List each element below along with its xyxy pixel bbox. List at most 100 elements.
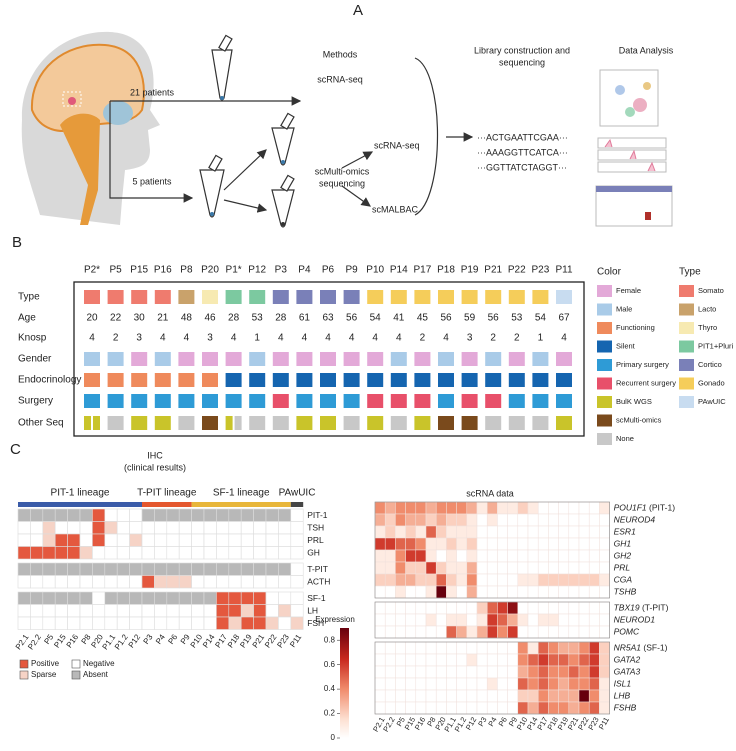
heat-cell [599,677,610,691]
heat-cell [446,689,457,703]
heat-cell [374,561,386,575]
heat-cell [568,641,580,655]
ihc-cell [216,562,230,576]
heat-cell [599,561,610,575]
ihc-cell [92,616,106,630]
heat-cell [588,513,600,527]
ihc-cell [191,508,205,522]
ihc-cell [290,591,304,605]
heat-cell [537,641,549,655]
method-label: sequencing [319,178,365,188]
tubes [199,34,295,228]
ihc-cell [278,533,292,547]
heat-cell [568,613,580,627]
heat-cell [476,513,488,527]
sample-label: P17 [213,632,229,649]
heat-cell [537,501,549,515]
ihc-cell [104,604,118,618]
heat-cell [497,641,508,655]
heat-cell [599,613,610,627]
heat-cell [507,525,519,539]
heat-cell [476,573,488,587]
heat-cell [517,689,529,703]
heat-cell [466,601,478,615]
ihc-cell [216,591,230,605]
ihc-cell [104,616,118,630]
ihc-cell [253,562,267,576]
heat-cell [568,677,580,691]
ihc-cell [79,521,93,535]
ihc-cell [141,546,155,560]
ihc-cell [116,508,130,522]
ihc-cell [116,575,130,589]
heat-cell [558,677,570,691]
heat-cell [588,549,600,563]
heat-cell [486,701,498,715]
heat-cell [507,689,519,703]
ihc-cell [116,616,130,630]
ihc-title: IHC [147,450,163,460]
arm-label: 21 patients [130,87,175,97]
ihc-cell [79,508,93,522]
ihc-cell [30,508,44,522]
heat-cell [537,625,549,639]
heat-cell [476,501,488,515]
heat-cell [588,665,600,679]
legend-label: Positive [31,659,60,668]
heat-cell [537,549,549,563]
ihc-cell [92,604,106,618]
heat-cell [456,501,468,515]
ihc-cell [265,591,279,605]
heat-cell [486,549,498,563]
lineage-label: SF-1 lineage [213,488,270,499]
sequence: ···AAAGGTTCATCA··· [477,147,568,157]
lineage-bar [191,502,291,507]
heat-cell [466,641,478,655]
heat-cell [446,677,457,691]
age-value: 56 [440,313,452,324]
lineage-label: PAwUIC [279,488,316,499]
ihc-cell [154,562,168,576]
marker-label: T-PIT [307,564,328,574]
sample-label: P6 [497,715,509,727]
cell [556,352,572,366]
ihc-cell [129,604,143,618]
heat-cell [497,653,508,667]
cell [461,416,478,430]
cell [296,394,313,408]
ihc-cell [129,591,143,605]
heat-cell [486,585,498,599]
heat-cell [558,549,570,563]
heat-cell [456,641,468,655]
ihc-cell [265,562,279,576]
legend-swatch [679,359,694,371]
heat-cell [517,641,529,655]
cell [508,352,525,366]
ihc-cell [154,508,168,522]
knosp-value: 4 [372,333,378,344]
heat-cell [527,625,539,639]
heat-cell [415,601,427,615]
heat-cell [425,613,437,627]
heat-cell [578,601,590,615]
ihc-cell [17,533,31,547]
legend-label: Absent [83,670,109,679]
heat-cell [578,677,590,691]
knosp-value: 1 [538,333,544,344]
heat-cell [456,665,468,679]
knosp-value: 4 [231,333,237,344]
cell [131,352,148,366]
ihc-cell [116,591,130,605]
patient-label: P16 [154,265,172,276]
heat-cell [384,501,396,515]
cell [414,416,431,430]
legend-swatch [19,659,29,669]
cell [234,416,242,430]
heat-cell [548,585,559,599]
ihc-cell [141,591,155,605]
ihc-cell [166,604,180,618]
cell [178,394,195,408]
heat-cell [588,525,600,539]
heat-cell [405,665,417,679]
ihc-cell [240,604,254,618]
